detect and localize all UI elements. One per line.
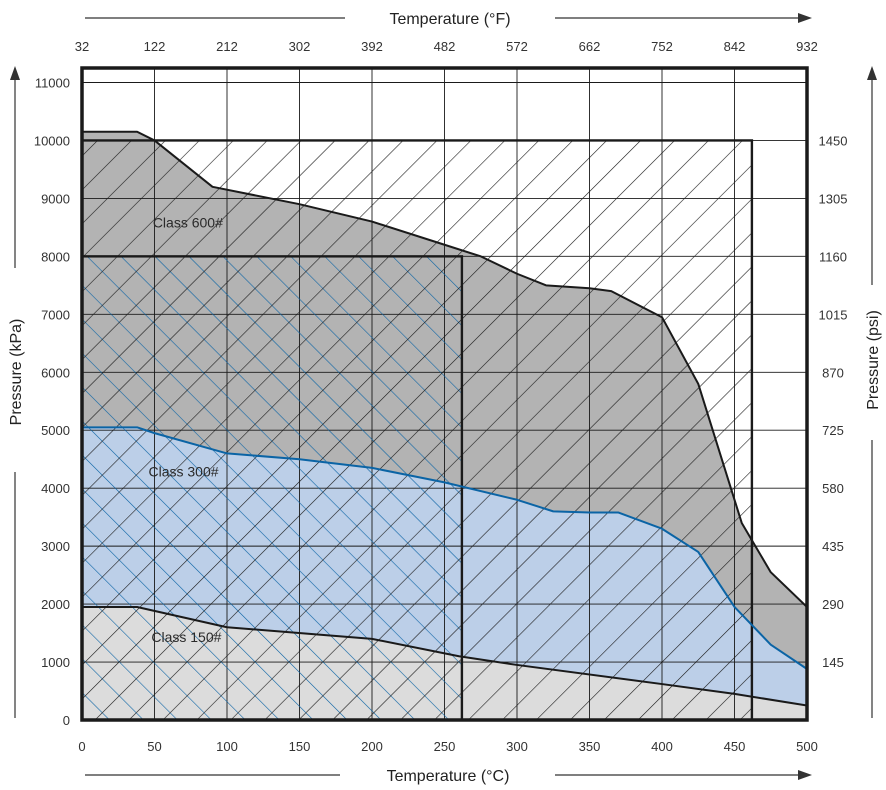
top-axis-arrowhead [798, 13, 812, 23]
y2-tick-label-145: 145 [822, 655, 844, 670]
bottom-axis-arrowhead [798, 770, 812, 780]
right-axis-arrowhead [867, 66, 877, 80]
hatch-regions [82, 139, 754, 720]
x2-tick-label-752: 752 [651, 39, 673, 54]
x2-tick-label-392: 392 [361, 39, 383, 54]
top-axis: Temperature (°F) [85, 11, 812, 28]
tick-labels: 0 50 100 150 200 250 300 350 400 450 500 32 122 212 30… [34, 39, 848, 754]
y-tick-label-0: 0 [63, 713, 70, 728]
x-tick-label-400: 400 [651, 739, 673, 754]
y2-tick-label-290: 290 [822, 597, 844, 612]
y-tick-label-11000: 11000 [35, 75, 70, 90]
x-tick-label-200: 200 [361, 739, 383, 754]
x2-tick-label-842: 842 [724, 39, 746, 54]
x-tick-label-300: 300 [506, 739, 528, 754]
class-labels: Class 600# Class 300# Class 150# [148, 214, 223, 644]
y-tick-label-3000: 3000 [41, 539, 70, 554]
plot-border [80, 66, 809, 722]
x-tick-label-100: 100 [216, 739, 238, 754]
class-150-line [82, 605, 807, 707]
plot-frame [80, 66, 809, 722]
y-tick-label-9000: 9000 [41, 191, 70, 206]
class-boundary-lines [82, 130, 807, 707]
x2-tick-label-572: 572 [506, 39, 528, 54]
y-tick-label-4000: 4000 [41, 481, 70, 496]
x2-tick-label-302: 302 [289, 39, 311, 54]
x-tick-label-350: 350 [579, 739, 601, 754]
y2-tick-label-1015: 1015 [819, 307, 848, 322]
y2-tick-label-1160: 1160 [819, 249, 847, 264]
y2-tick-label-1450: 1450 [819, 133, 848, 148]
y-tick-label-8000: 8000 [41, 249, 70, 264]
right-axis-title: Pressure (psi) [865, 310, 882, 410]
y-tick-label-1000: 1000 [41, 655, 70, 670]
top-axis-title: Temperature (°F) [389, 11, 510, 28]
x-tick-label-150: 150 [289, 739, 311, 754]
x2-tick-label-662: 662 [579, 39, 601, 54]
right-axis: Pressure (psi) [865, 66, 882, 718]
x-tick-label-50: 50 [147, 739, 161, 754]
x2-tick-label-32: 32 [75, 39, 89, 54]
left-axis: Pressure (kPa) [8, 66, 25, 718]
y2-tick-label-435: 435 [822, 539, 844, 554]
x2-tick-label-482: 482 [434, 39, 456, 54]
x2-tick-label-932: 932 [796, 39, 818, 54]
class-150-label: Class 150# [151, 629, 221, 645]
hatch-region-down [82, 140, 752, 720]
x-tick-label-250: 250 [434, 739, 456, 754]
class-300-label: Class 300# [148, 464, 218, 480]
bottom-axis: Temperature (°C) [85, 768, 812, 785]
y2-tick-label-725: 725 [822, 423, 844, 438]
y2-tick-label-580: 580 [822, 481, 844, 496]
y-tick-label-2000: 2000 [41, 597, 70, 612]
y2-tick-label-1305: 1305 [819, 191, 848, 206]
left-axis-title: Pressure (kPa) [8, 319, 25, 426]
x-tick-label-450: 450 [724, 739, 746, 754]
class-300-line [82, 426, 807, 670]
class-600-label: Class 600# [153, 214, 223, 230]
y-tick-label-6000: 6000 [41, 365, 70, 380]
x2-tick-label-212: 212 [216, 39, 238, 54]
y-tick-label-7000: 7000 [41, 307, 70, 322]
x-tick-label-0: 0 [78, 739, 85, 754]
x2-tick-label-122: 122 [144, 39, 166, 54]
bottom-axis-title: Temperature (°C) [387, 768, 510, 785]
y-tick-label-5000: 5000 [41, 423, 70, 438]
left-axis-arrowhead [10, 66, 20, 80]
x-tick-label-500: 500 [796, 739, 818, 754]
class-600-line [82, 130, 807, 608]
y-tick-label-10000: 10000 [34, 133, 70, 148]
y2-tick-label-870: 870 [822, 365, 844, 380]
